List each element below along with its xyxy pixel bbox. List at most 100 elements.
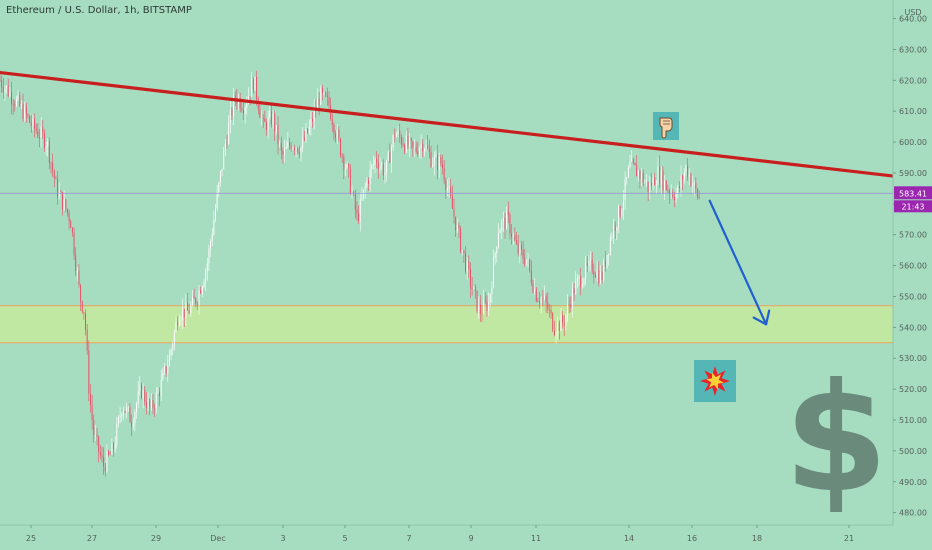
candle-body-337 <box>553 330 555 336</box>
candle-body-232 <box>381 164 383 166</box>
candle-body-7 <box>11 92 13 104</box>
candle-body-30 <box>48 141 50 163</box>
candle-body-403 <box>662 170 664 191</box>
candle-body-298 <box>489 294 491 302</box>
y-axis-unit: USD <box>904 8 921 17</box>
candle-body-153 <box>251 79 253 97</box>
candle-body-83 <box>136 403 138 413</box>
candle-body-227 <box>372 164 374 166</box>
candle-body-53 <box>86 329 88 351</box>
candle-body-307 <box>504 217 506 230</box>
candle-body-123 <box>201 286 203 294</box>
candle-body-328 <box>539 301 541 303</box>
candle-body-106 <box>173 331 175 345</box>
candle-body-135 <box>221 169 223 172</box>
y-axis[interactable]: USD 480.00 490.00 500.00 510.00 520.00 530.00 5… <box>892 0 932 550</box>
candle-body-363 <box>596 270 598 278</box>
candle-body-292 <box>479 304 481 314</box>
candle-body-409 <box>672 192 674 198</box>
candle-body-379 <box>622 200 624 211</box>
candle-body-133 <box>218 182 220 193</box>
candle-body-359 <box>590 259 592 261</box>
candle-body-198 <box>325 92 327 97</box>
candle-body-350 <box>575 281 577 294</box>
trendline <box>0 70 895 178</box>
candle-body-161 <box>264 118 266 122</box>
candle-body-45 <box>73 232 75 256</box>
y-tick-label-14: 620.00 <box>899 76 927 85</box>
candle-body-260 <box>427 145 429 149</box>
candle-body-89 <box>145 401 147 408</box>
candle-body-276 <box>453 208 455 217</box>
candle-body-335 <box>550 310 552 314</box>
candle-body-349 <box>573 287 575 294</box>
candle-body-377 <box>619 206 621 217</box>
candle-body-305 <box>501 221 503 231</box>
x-axis[interactable]: 25 27 29 Dec 3 5 7 9 11 14 16 18 21 <box>0 524 932 550</box>
candle-body-114 <box>187 302 189 311</box>
candle-body-243 <box>399 131 401 137</box>
candle-body-417 <box>685 165 687 173</box>
candle-body-389 <box>639 170 641 179</box>
candle-body-15 <box>24 106 26 120</box>
candle-body-170 <box>279 142 281 144</box>
candle-body-21 <box>34 118 36 129</box>
candle-body-25 <box>40 126 42 139</box>
candle-body-35 <box>57 178 59 198</box>
candle-body-105 <box>172 344 174 350</box>
candle-body-312 <box>512 235 514 237</box>
candle-body-405 <box>665 180 667 191</box>
candle-body-80 <box>131 422 133 427</box>
candle-body-50 <box>81 301 83 312</box>
candle-body-259 <box>425 145 427 150</box>
candle-body-228 <box>374 158 376 165</box>
candle-body-271 <box>445 180 447 190</box>
candle-body-318 <box>522 249 524 259</box>
candle-body-330 <box>542 298 544 300</box>
candle-body-94 <box>154 407 156 409</box>
candle-body-348 <box>571 287 573 308</box>
candle-body-48 <box>78 270 80 285</box>
candle-body-284 <box>466 261 468 272</box>
candle-body-300 <box>493 258 494 288</box>
candle-body-265 <box>435 154 437 157</box>
candle-body-43 <box>70 221 72 228</box>
candle-body-152 <box>249 96 251 98</box>
candle-body-344 <box>565 315 567 327</box>
candle-body-169 <box>277 125 279 144</box>
candle-body-206 <box>338 129 340 139</box>
candles <box>0 70 700 477</box>
candle-body-321 <box>527 259 529 260</box>
candle-body-236 <box>387 152 389 160</box>
candle-body-297 <box>488 301 490 312</box>
candle-body-39 <box>63 199 65 210</box>
candle-body-240 <box>394 135 396 137</box>
candle-body-410 <box>673 197 675 201</box>
candle-body-86 <box>140 384 142 398</box>
candle-body-280 <box>460 228 462 252</box>
candle-body-66 <box>108 451 110 455</box>
candle-body-11 <box>17 95 19 99</box>
candle-body-136 <box>223 150 225 170</box>
candle-body-416 <box>683 172 685 180</box>
candle-body-308 <box>506 211 508 230</box>
y-tick-label-11: 590.00 <box>899 169 927 178</box>
candle-body-264 <box>433 156 435 166</box>
candle-body-233 <box>382 164 384 176</box>
candle-body-172 <box>282 150 284 155</box>
candle-body-374 <box>614 225 616 231</box>
candle-body-378 <box>621 210 623 217</box>
candle-body-122 <box>200 290 202 294</box>
candle-body-253 <box>415 147 417 152</box>
candle-body-313 <box>514 235 516 241</box>
candle-body-108 <box>177 321 179 326</box>
candle-body-212 <box>348 163 350 169</box>
y-tick-label-15: 630.00 <box>899 45 927 54</box>
candle-body-111 <box>182 308 184 320</box>
candle-body-326 <box>535 288 537 302</box>
candle-body-93 <box>152 400 154 408</box>
candle-body-81 <box>132 423 134 427</box>
candle-body-279 <box>458 224 460 229</box>
candle-body-182 <box>298 152 300 155</box>
candle-body-85 <box>139 384 141 392</box>
